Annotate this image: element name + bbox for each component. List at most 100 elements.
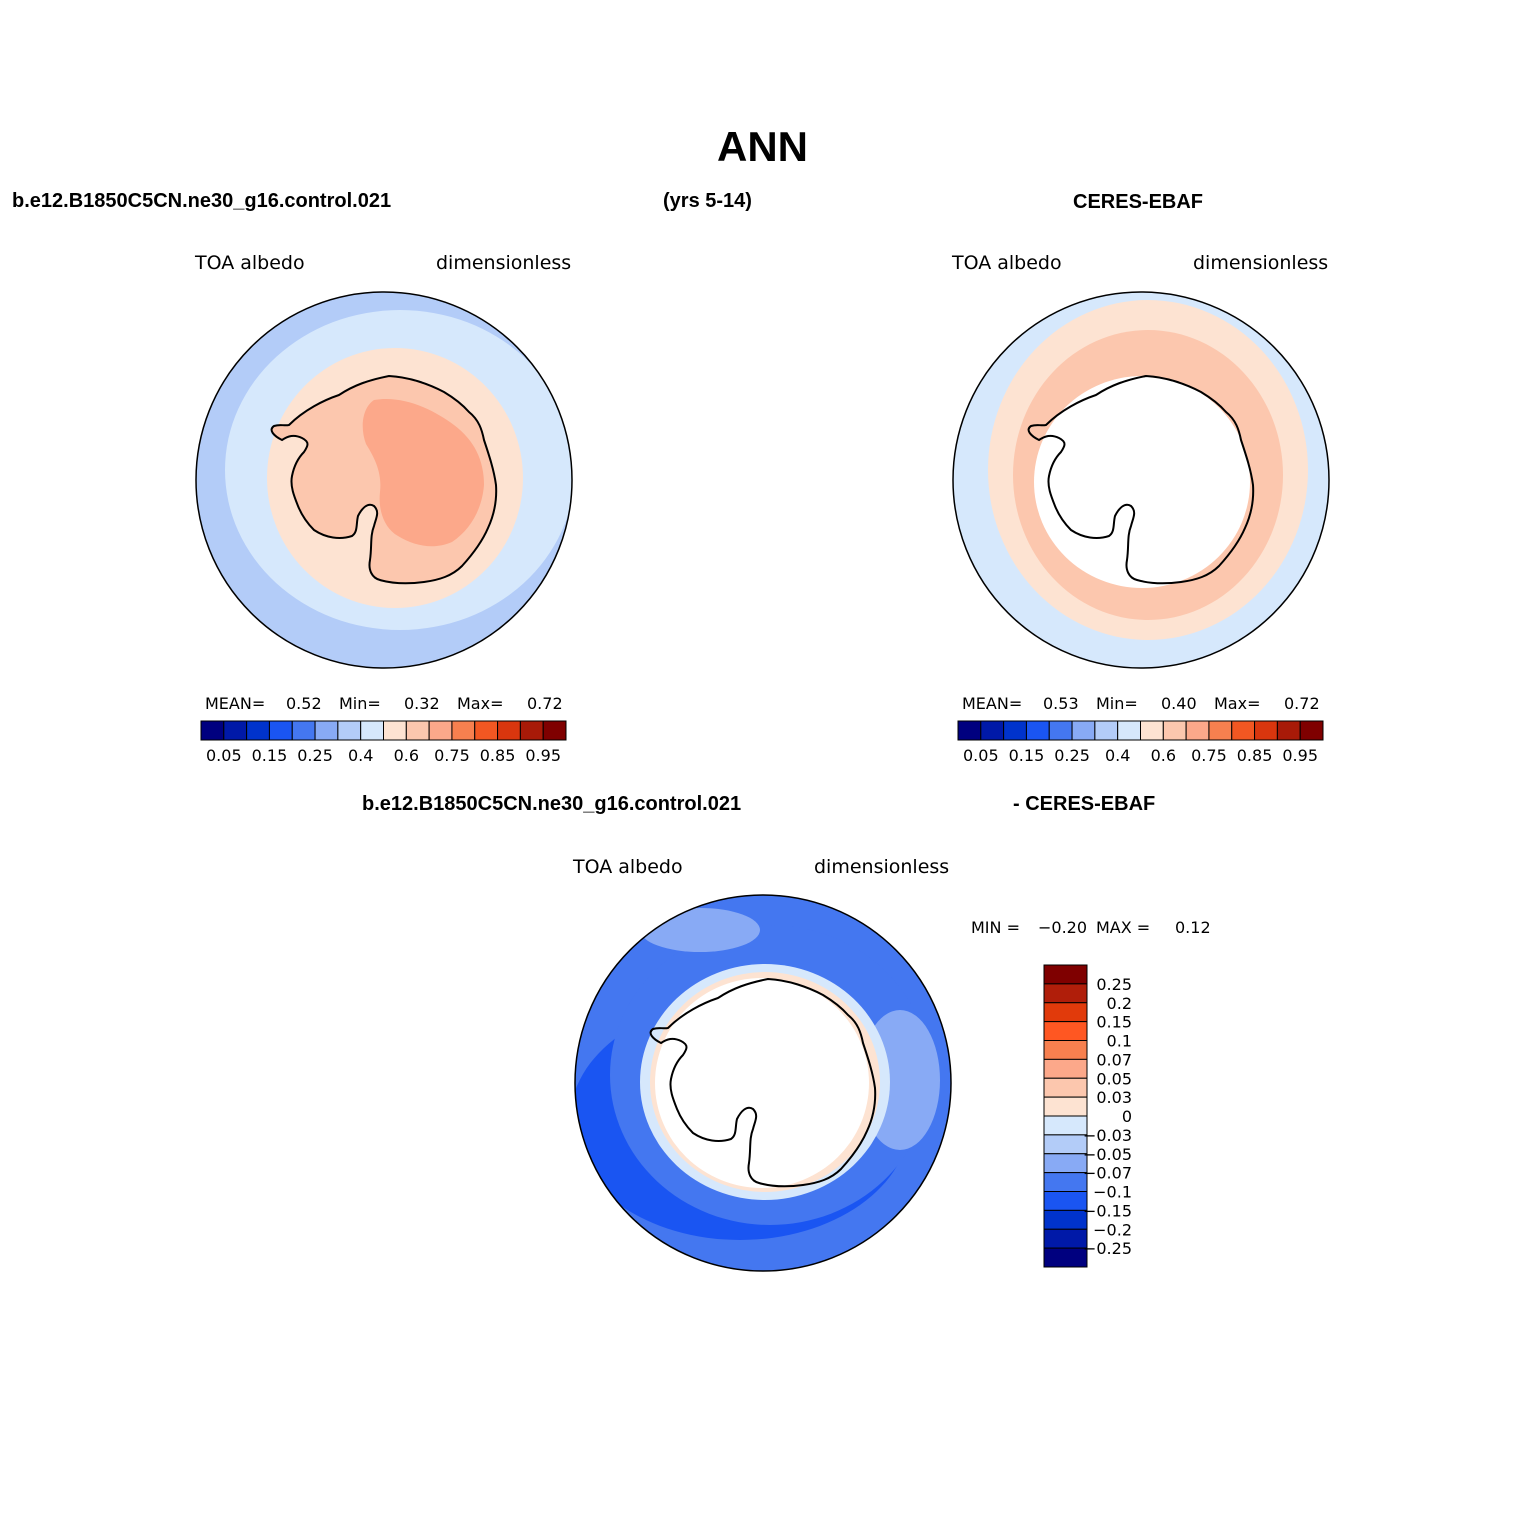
model-colorbar-box [383,720,407,741]
obs-colorbar-box [1254,720,1278,741]
model-colorbar-tick-label: 0.05 [206,746,242,765]
diff-colorbar-box [1043,1191,1088,1211]
model-colorbar-tick-label: 0.95 [525,746,561,765]
obs-min-value: 0.40 [1161,694,1197,713]
header-model-case: b.e12.B1850C5CN.ne30_g16.control.021 [12,190,392,212]
diff-colorbar-label: −0.05 [1083,1145,1132,1164]
obs-max-label: Max= [1214,694,1261,713]
obs-colorbar-box [980,720,1005,741]
model-colorbar-box [314,720,339,741]
obs-map [953,292,1329,668]
diff-map-border [574,894,952,1272]
obs-units-label: dimensionless [1193,252,1329,274]
diff-max-label: MAX = [1096,918,1151,937]
obs-colorbar-box [1071,720,1096,741]
obs-colorbar-tick-label: 0.15 [1009,746,1045,765]
figure-title: ANN [717,123,808,170]
diff-colorbar-label: −0.15 [1083,1201,1132,1220]
obs-max-value: 0.72 [1284,694,1320,713]
diff-colorbar-box [1043,1040,1088,1060]
obs-colorbar-box [1276,720,1301,741]
diff-colorbar-box [1043,964,1088,985]
model-colorbar-box [519,720,544,741]
obs-colorbar-box [1048,720,1073,741]
model-colorbar-box [497,720,521,741]
model-units-label: dimensionless [436,252,572,274]
model-colorbar-box [474,720,499,741]
diff-max-value: 0.12 [1175,918,1211,937]
obs-colorbar-tick-label: 0.25 [1054,746,1090,765]
obs-min-label: Min= [1096,694,1138,713]
model-colorbar-box [268,720,293,741]
header-years: (yrs 5-14) [663,190,752,212]
diff-colorbar-box [1043,1002,1088,1023]
obs-colorbar-box [1299,720,1324,741]
diff-colorbar-label: 0.03 [1096,1088,1132,1107]
diff-colorbar-label: 0.2 [1107,994,1132,1013]
model-max-label: Max= [457,694,504,713]
model-mean-value: 0.52 [286,694,322,713]
model-colorbar-tick-label: 0.75 [434,746,470,765]
diff-colorbar-box [1043,1134,1088,1155]
diff-colorbar-box [1043,1077,1088,1098]
model-colorbar-tick-label: 0.6 [394,746,419,765]
model-colorbar-box [337,720,362,741]
diff-colorbar-label: −0.25 [1083,1239,1132,1258]
diff-colorbar-label: 0.1 [1107,1032,1132,1051]
model-colorbar: 0.05 0.15 0.25 0.4 0.6 0.75 0.85 0.95 [200,720,567,765]
obs-colorbar-tick-label: 0.4 [1105,746,1130,765]
diff-colorbar-label: 0.15 [1096,1013,1132,1032]
diff-colorbar-label: 0 [1122,1107,1132,1126]
model-colorbar-box [451,720,476,741]
model-colorbar-tick-label: 0.4 [348,746,373,765]
obs-colorbar-box [1162,720,1187,741]
model-mean-label: MEAN= [205,694,266,713]
model-colorbar-box [200,720,225,741]
header-obs-name: CERES-EBAF [1073,191,1204,213]
diff-colorbar-label: −0.2 [1093,1220,1132,1239]
model-map [196,292,572,668]
obs-colorbar-box [1208,720,1233,741]
obs-colorbar-box [1185,720,1210,741]
diff-header-model: b.e12.B1850C5CN.ne30_g16.control.021 [362,793,742,815]
diff-units-label: dimensionless [814,856,950,878]
diff-map [575,895,951,1271]
obs-mean-value: 0.53 [1043,694,1079,713]
diff-colorbar-box [1043,1153,1088,1174]
obs-variable-label: TOA albedo [952,252,1062,274]
diff-colorbar-box [1043,1228,1088,1249]
diff-colorbar-box [1043,983,1088,1004]
diff-colorbar-box [1043,1247,1088,1268]
diff-variable-label: TOA albedo [573,856,683,878]
model-colorbar-tick-label: 0.85 [480,746,516,765]
obs-colorbar-box [957,720,982,741]
diff-colorbar-label: 0.05 [1096,1069,1132,1088]
model-colorbar-box [405,720,430,741]
model-colorbar-box [291,720,316,741]
obs-mean-label: MEAN= [962,694,1023,713]
diff-colorbar-box [1043,1209,1088,1230]
obs-colorbar-box [1003,720,1027,741]
obs-colorbar-box [1140,720,1164,741]
obs-colorbar-tick-label: 0.75 [1191,746,1227,765]
diff-colorbar-box [1043,1058,1088,1079]
diff-colorbar-box [1043,1021,1088,1041]
model-colorbar-tick-label: 0.15 [252,746,288,765]
diff-colorbar-label: −0.03 [1083,1126,1132,1145]
diff-colorbar-box [1043,1172,1088,1192]
model-colorbar-box [246,720,270,741]
obs-colorbar-box [1094,720,1119,741]
model-colorbar-tick-label: 0.25 [297,746,333,765]
obs-colorbar-box [1117,720,1141,741]
obs-colorbar-tick-label: 0.6 [1151,746,1176,765]
diff-min-value: −0.20 [1038,918,1088,937]
model-colorbar-box [223,720,248,741]
model-max-value: 0.72 [527,694,563,713]
model-colorbar-box [360,720,384,741]
obs-colorbar-tick-label: 0.05 [963,746,999,765]
model-colorbar-box [542,720,567,741]
diff-colorbar-label: −0.07 [1083,1164,1132,1183]
obs-map-border [952,291,1330,669]
model-min-label: Min= [339,694,381,713]
